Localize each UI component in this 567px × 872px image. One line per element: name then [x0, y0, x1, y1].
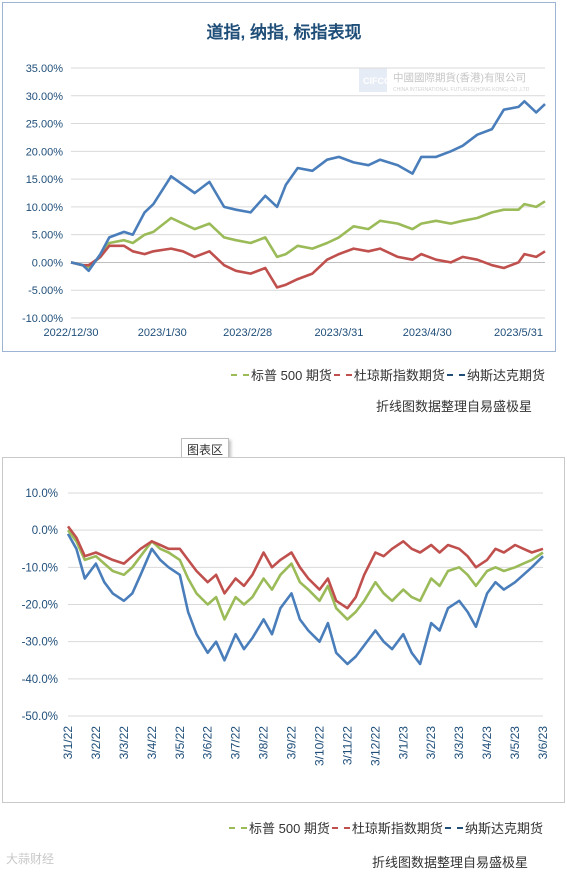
chart-2-x-tick-label: 3/10/22	[312, 726, 326, 766]
chart-1-legend-label: 标普 500 期货	[251, 368, 332, 383]
watermark-logo-box	[359, 68, 387, 92]
chart-2-x-tick-label: 3/4/23	[480, 726, 494, 760]
watermark-logo-text: CIFCO	[363, 76, 391, 86]
chart-2-series-line	[66, 529, 544, 621]
chart-2-y-tick-label: -50.0%	[22, 711, 58, 723]
chart-1-series-line	[70, 200, 546, 269]
chart-2-x-tick-label: 3/2/22	[89, 726, 103, 760]
chart-2-x-tick-label: 3/2/23	[424, 726, 438, 760]
chart-1-y-tick-label: 25.00%	[26, 119, 64, 131]
chart-1-x-tick-label: 2023/5/31	[494, 327, 543, 339]
chart-2-legend-label: 纳斯达克期货	[464, 821, 543, 836]
chart-1-legend-item: 纳斯达克期货	[446, 365, 545, 384]
chart-1-y-tick-label: 0.00%	[32, 257, 63, 269]
chart-1-legend-swatch	[333, 373, 352, 376]
chart-2-x-tick-label: 3/5/23	[508, 726, 522, 760]
chart-2-x-tick-label: 3/11/22	[340, 726, 354, 765]
chart-1-y-tick-label: 10.00%	[26, 202, 64, 214]
chart-1-x-tick-label: 2023/1/30	[138, 327, 187, 339]
chart-2-legend-item: 标普 500 期货	[229, 818, 330, 837]
chart-2-legend-item: 杜琼斯指数期货	[331, 818, 443, 837]
watermark-en: CHINA INTERNATIONAL FUTURES(HONG KONG) C…	[393, 87, 530, 93]
chart-1-y-tick-label: 20.00%	[26, 146, 64, 158]
chart-2-series-line	[66, 533, 544, 666]
chart-1-x-tick-label: 2023/3/31	[314, 327, 363, 339]
chart-1-source-note: 折线图数据整理自易盛极星	[376, 399, 533, 414]
chart-2-area[interactable]: 10.0% 0.0% -10.0% -20.0% -30.0% -40.0% -50.0% …	[2, 457, 565, 803]
chart-1-y-tick-label: 5.00%	[32, 230, 63, 242]
chart-2-legend-item: 纳斯达克期货	[444, 818, 543, 837]
chart-2-plot: 10.0%0.0%-10.0%-20.0%-30.0%-40.0%-50.0% …	[22, 488, 550, 766]
chart-2-x-tick-label: 3/3/22	[117, 726, 131, 760]
chart-2-y-tick-label: -30.0%	[22, 637, 58, 649]
chart-1-x-tick-label: 2023/2/28	[223, 327, 272, 339]
chart-1-y-tick-label: 35.00%	[26, 63, 64, 75]
chart-2-x-tick-label: 3/3/23	[452, 726, 466, 760]
chart-1-x-tick-label: 2023/4/30	[403, 327, 452, 339]
chart-1-legend-item: 杜琼斯指数期货	[333, 365, 445, 384]
chart-1-y-tick-label: 30.00%	[26, 91, 64, 103]
chart-2-legend-swatch	[229, 826, 247, 829]
chart-1-legend-swatch	[446, 373, 465, 376]
chart-2-y-tick-label: -40.0%	[22, 674, 58, 686]
chart-2-x-tick-label: 3/12/22	[368, 726, 382, 766]
chart-2-legend-label: 杜琼斯指数期货	[351, 821, 443, 836]
watermark-logo: CIFCO 中國國際期貨(香港)有限公司 CHINA INTERNATIONAL…	[359, 68, 530, 93]
chart-2-legend-swatch	[444, 826, 463, 829]
chart-1-legend-item: 标普 500 期货	[231, 365, 332, 384]
chart-1-legend-label: 纳斯达克期货	[466, 368, 545, 383]
chart-2-y-tick-label: -10.0%	[22, 562, 58, 574]
chart-2-legend-label: 标普 500 期货	[249, 821, 330, 836]
chart-2-source-note: 折线图数据整理自易盛极星	[372, 855, 529, 870]
chart-1-legend-label: 杜琼斯指数期货	[353, 368, 445, 383]
chart-2-x-tick-label: 3/1/23	[396, 726, 410, 760]
chart-1-y-tick-label: 15.00%	[26, 174, 64, 186]
chart-1-legend: 标普 500 期货 杜琼斯指数期货 纳斯达克期货	[229, 365, 545, 384]
chart-1-area[interactable]: 道指, 纳指, 标指表现 CIFCO 中國國際期貨(香港)有限公司 CHINA …	[2, 2, 556, 352]
chart-1-legend-swatch	[231, 373, 249, 376]
chart-1-title: 道指, 纳指, 标指表现	[207, 22, 362, 42]
chart-1-series-line	[70, 100, 546, 273]
chart-2-x-tick-label: 3/1/22	[61, 726, 75, 760]
chart-2-x-tick-label: 3/8/22	[257, 726, 271, 760]
chart-2-y-tick-label: -20.0%	[22, 600, 58, 612]
watermark-cn: 中國國際期貨(香港)有限公司	[393, 71, 526, 84]
chart-1-y-tick-label: -5.00%	[28, 285, 63, 297]
chart-2-y-tick-label: 0.0%	[32, 525, 58, 537]
chart-2-legend: 标普 500 期货 杜琼斯指数期货 纳斯达克期货	[227, 818, 543, 837]
chart-2-x-tick-label: 3/7/22	[229, 726, 243, 760]
chart-1-y-tick-label: -10.00%	[22, 313, 63, 325]
chart-1-series-line	[70, 244, 546, 289]
chart-2-x-tick-label: 3/4/22	[145, 726, 159, 760]
page-watermark: 大蒜财经	[6, 852, 55, 866]
chart-area-tooltip: 图表区	[181, 438, 230, 461]
chart-2-y-tick-label: 10.0%	[25, 488, 58, 500]
chart-2-x-tick-label: 3/6/23	[536, 726, 550, 760]
chart-1-plot: 道指, 纳指, 标指表现 CIFCO 中國國際期貨(香港)有限公司 CHINA …	[22, 22, 546, 339]
chart-2-legend-swatch	[331, 826, 350, 829]
chart-2-x-tick-label: 3/6/22	[201, 726, 215, 760]
chart-1-x-tick-label: 2022/12/30	[43, 327, 98, 339]
chart-2-series-line	[66, 525, 544, 610]
chart-2-x-tick-label: 3/5/22	[173, 726, 187, 760]
chart-2-x-tick-label: 3/9/22	[285, 726, 299, 760]
